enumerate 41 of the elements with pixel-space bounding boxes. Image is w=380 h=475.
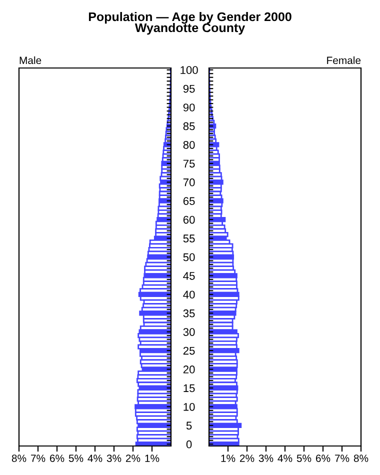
text: Male <box>20 56 42 64</box>
x-tick-label: 8% <box>12 454 26 462</box>
y-tick-label: 45 <box>183 272 195 280</box>
x-tick-label: 7% <box>335 454 350 462</box>
y-tick-label: 80 <box>183 140 195 149</box>
y-tick-label: 90 <box>183 104 195 112</box>
x-tick-label: 2% <box>126 454 140 462</box>
x-tick-label: 3% <box>258 454 274 462</box>
y-tick-label: 85 <box>183 122 195 130</box>
x-tick-label: 3% <box>106 454 122 462</box>
y-tick-label: 40 <box>183 290 195 299</box>
y-tick-label: 25 <box>183 346 195 355</box>
y-tick-label: 0 <box>186 440 192 448</box>
x-tick-label: 6% <box>316 454 330 462</box>
x-tick-label: 1% <box>221 454 236 462</box>
x-tick-label: 7% <box>31 454 46 462</box>
chart-title: Population — Age by Gender 2000 <box>88 12 292 24</box>
y-tick-label: 65 <box>183 197 195 205</box>
y-tick-label: 35 <box>183 309 195 318</box>
x-tick-label: 5% <box>68 454 84 462</box>
y-tick-label: 50 <box>183 253 195 262</box>
y-tick-label: 55 <box>183 234 195 242</box>
x-tick-label: 5% <box>296 454 312 462</box>
y-tick-label: 5 <box>186 422 192 430</box>
x-tick-label: 8% <box>354 454 368 462</box>
x-tick-label: 6% <box>50 454 64 462</box>
y-tick-label: 70 <box>183 178 195 186</box>
x-tick-label: 4% <box>278 454 292 462</box>
y-tick-label: 20 <box>183 366 195 374</box>
y-tick-label: 15 <box>184 384 195 392</box>
y-tick-label: 30 <box>183 328 195 336</box>
x-tick-label: 1% <box>145 454 160 462</box>
y-tick-label: 100 <box>180 66 198 74</box>
y-tick-label: 10 <box>184 402 195 411</box>
x-tick-label: 4% <box>88 454 102 462</box>
text: Female <box>327 56 361 64</box>
y-tick-label: 75 <box>183 160 195 168</box>
y-tick-label: 60 <box>183 216 195 224</box>
x-tick-label: 2% <box>240 454 254 462</box>
chart-subtitle: Wyandotte County <box>134 23 246 35</box>
y-tick-label: 95 <box>183 84 195 93</box>
